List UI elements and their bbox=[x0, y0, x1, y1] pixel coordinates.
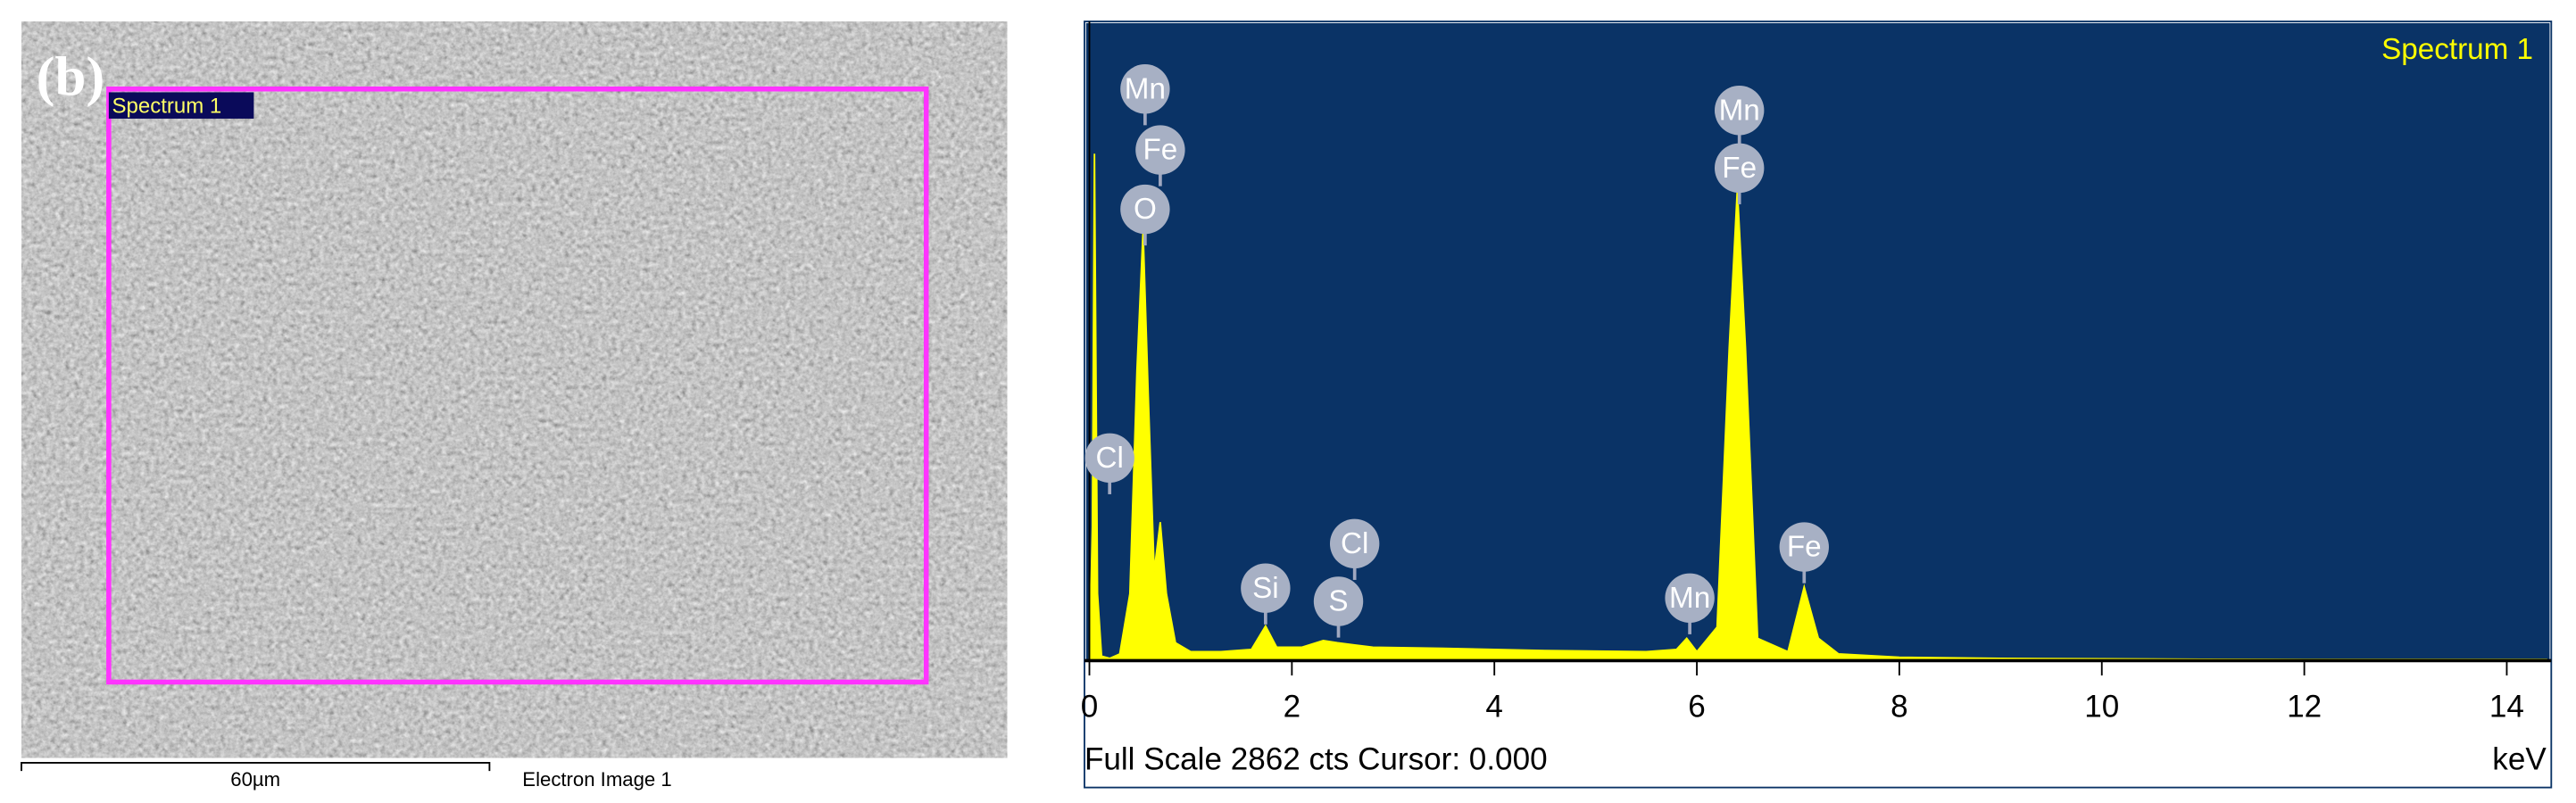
peak-label: Si bbox=[1252, 572, 1279, 605]
peak-label: Cl bbox=[1096, 442, 1124, 475]
image-caption: Electron Image 1 bbox=[522, 768, 671, 791]
peak-label-badge bbox=[1714, 143, 1765, 194]
x-tick-label: 14 bbox=[2489, 689, 2524, 724]
sem-panel: (b) Spectrum 1 60µm Electron Image 1 bbox=[21, 21, 1008, 791]
sem-image bbox=[21, 21, 1008, 758]
peak-label-badge bbox=[1313, 576, 1364, 626]
x-tick-label: 12 bbox=[2287, 689, 2322, 724]
peak-label: Mn bbox=[1719, 94, 1760, 127]
peak-label-badge bbox=[1120, 184, 1170, 235]
panel-label: (b) bbox=[37, 46, 105, 108]
x-tick-label: 4 bbox=[1485, 689, 1503, 724]
peak-label-badge bbox=[1714, 86, 1765, 136]
peak-label: Mn bbox=[1669, 582, 1710, 615]
peak-label: Cl bbox=[1341, 527, 1368, 560]
peak-label-badge bbox=[1779, 522, 1829, 572]
region-label-bg bbox=[108, 92, 254, 119]
peak-label-badge bbox=[1665, 573, 1715, 623]
x-tick-label: 10 bbox=[2084, 689, 2119, 724]
peak-label: Fe bbox=[1787, 531, 1822, 564]
chart-title: Spectrum 1 bbox=[2381, 33, 2533, 66]
peak-label-badge bbox=[1135, 125, 1185, 175]
scale-bar-label: 60µm bbox=[230, 768, 280, 791]
x-tick-label: 8 bbox=[1890, 689, 1908, 724]
scale-bar bbox=[21, 762, 491, 772]
x-axis-label: keV bbox=[2492, 741, 2547, 776]
region-label: Spectrum 1 bbox=[112, 94, 222, 118]
x-tick-label: 6 bbox=[1688, 689, 1706, 724]
peak-label: Mn bbox=[1125, 72, 1166, 105]
peak-label: O bbox=[1134, 193, 1157, 226]
peak-label: Fe bbox=[1722, 152, 1757, 185]
peak-label-badge bbox=[1241, 563, 1291, 613]
peak-label: Fe bbox=[1143, 134, 1178, 167]
peak-label-badge bbox=[1084, 433, 1134, 484]
x-tick-label: 0 bbox=[1081, 689, 1099, 724]
peak-label: S bbox=[1328, 585, 1348, 618]
x-tick-label: 2 bbox=[1284, 689, 1301, 724]
peak-label-badge bbox=[1329, 518, 1380, 569]
spectrum-panel: Spectrum 1 Full Scale 2862 cts Cursor: 0… bbox=[1084, 21, 2553, 789]
spectrum bbox=[1088, 153, 2547, 662]
region-box bbox=[106, 86, 929, 685]
footer: Full Scale 2862 cts Cursor: 0.000 bbox=[1084, 741, 1548, 776]
peak-label-badge bbox=[1120, 64, 1170, 114]
